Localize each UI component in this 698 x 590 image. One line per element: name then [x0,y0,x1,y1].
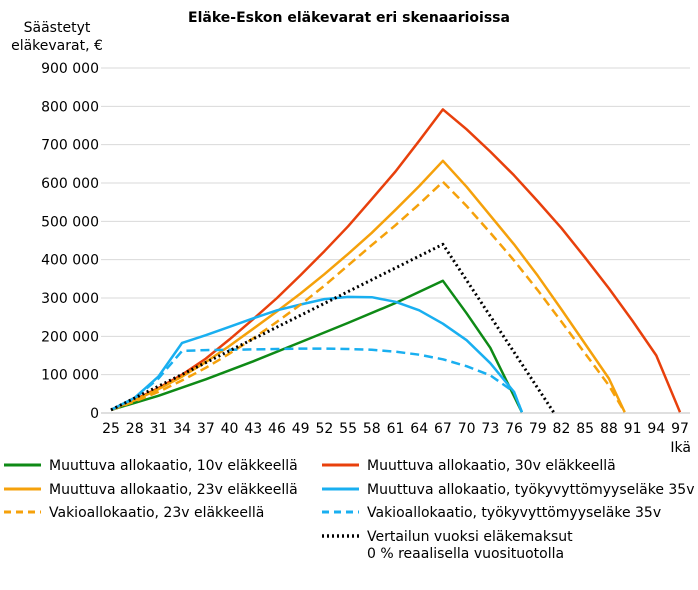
y-tick-label: 800 000 [41,99,99,115]
x-tick-label: 28 [126,421,144,437]
legend-label: Vakioallokaatio, 23v eläkkeellä [49,505,264,521]
x-tick-label: 70 [458,421,476,437]
legend-label: Muuttuva allokaatio, 30v eläkkeellä [367,458,616,474]
legend: Muuttuva allokaatio, 10v eläkkeellä Muutt… [4,458,694,562]
y-tick-label: 900 000 [41,61,99,77]
x-tick-label: 46 [268,421,286,437]
series-line-7 [110,242,555,414]
series-line-1 [110,279,524,413]
y-tick-label: 400 000 [41,253,99,269]
x-tick-label: 52 [315,421,333,437]
legend-label: Muuttuva allokaatio, työkyvyttömyyseläke… [367,482,694,498]
x-tick-label: 61 [387,421,405,437]
x-tick-label: 73 [481,421,499,437]
x-tick-label: 25 [102,421,120,437]
y-axis-label-line-1: Säästetyt [24,20,91,36]
y-axis-label-line-2: eläkevarat, € [11,38,103,54]
series-line-6 [110,347,524,413]
x-tick-label: 94 [647,421,665,437]
x-tick-label: 91 [624,421,642,437]
x-tick-label: 34 [173,421,191,437]
y-tick-label: 0 [90,406,99,422]
legend-label: Vertailun vuoksi eläkemaksut [367,529,573,545]
y-tick-label: 500 000 [41,214,99,230]
series-line-5 [110,180,626,413]
x-tick-label: 64 [410,421,428,437]
y-tick-label: 700 000 [41,138,99,154]
x-tick-label: 97 [671,421,689,437]
legend-label: Muuttuva allokaatio, 10v eläkkeellä [49,458,298,474]
series-line-2 [110,108,682,413]
legend-label: Vakioallokaatio, työkyvyttömyyseläke 35v [367,505,661,521]
x-axis-ticks: 25 28 31 34 37 40 43 46 49 52 55 58 61 64 67 70 73 76 79 82… [102,421,689,437]
x-tick-label: 85 [576,421,594,437]
x-tick-label: 76 [505,421,523,437]
x-tick-label: 88 [600,421,618,437]
x-tick-label: 58 [363,421,381,437]
legend-label: 0 % reaalisella vuosituotolla [367,546,564,562]
x-tick-label: 31 [150,421,168,437]
x-tick-label: 37 [197,421,215,437]
x-tick-label: 82 [553,421,571,437]
x-tick-label: 49 [292,421,310,437]
x-tick-label: 40 [221,421,239,437]
x-tick-label: 43 [244,421,262,437]
x-tick-label: 67 [434,421,452,437]
x-tick-label: 79 [529,421,547,437]
x-axis-label: Ikä [670,440,691,456]
y-tick-label: 200 000 [41,329,99,345]
y-tick-label: 600 000 [41,176,99,192]
y-tick-label: 300 000 [41,291,99,307]
series-lines [110,108,682,414]
chart-title: Eläke-Eskon eläkevarat eri skenaarioissa [188,10,510,26]
legend-label: Muuttuva allokaatio, 23v eläkkeellä [49,482,298,498]
series-line-4 [110,295,524,413]
y-tick-label: 100 000 [41,368,99,384]
gridlines [101,67,690,376]
x-tick-label: 55 [339,421,357,437]
y-axis-ticks: 0 100 000 200 000 300 000 400 000 500 000 600 … [41,61,99,422]
